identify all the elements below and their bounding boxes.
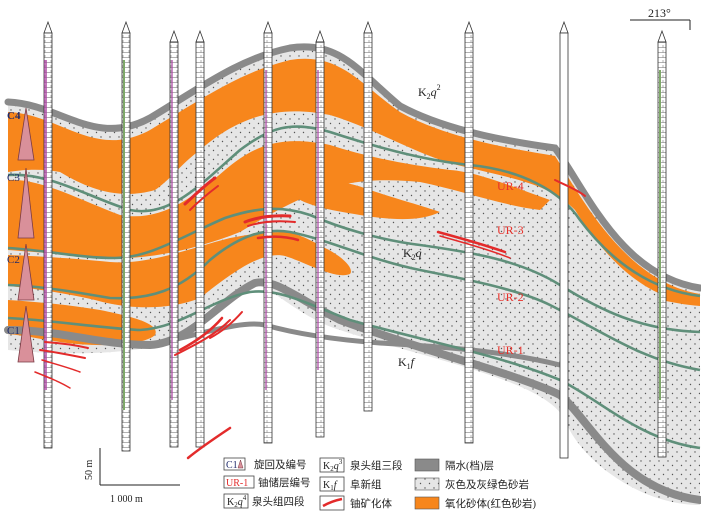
legend-aquitard-swatch: [414, 458, 440, 472]
cycle-labels: C4 C3 C2 C1: [7, 110, 21, 337]
well-log: [657, 29, 667, 458]
legend-oxid-swatch: [414, 496, 440, 510]
well-logs: [43, 20, 667, 459]
legend-q3-sample: K2q3: [323, 458, 343, 473]
scale-bar: 50 m 1 000 m: [84, 448, 180, 505]
well-log: [263, 20, 273, 444]
well-log: [195, 29, 205, 448]
legend-q3-label: 泉头组三段: [350, 459, 403, 472]
well-log: [363, 20, 373, 412]
well-log: [315, 29, 325, 438]
well-log: [169, 29, 179, 448]
legend-mineral-swatch: [322, 497, 343, 508]
legend-aquitard-label: 隔水(档)层: [445, 459, 494, 472]
formation-label-q: K2q: [403, 246, 422, 262]
ore-label-ur4: UR-4: [497, 179, 524, 193]
legend-cycle-label: 旋回及编号: [254, 458, 307, 471]
legend-f-label: 阜新组: [350, 478, 382, 491]
ore-label-ur1: UR-1: [497, 343, 524, 357]
vertical-scale-label: 50 m: [84, 460, 95, 481]
well-log: [464, 20, 474, 444]
legend: C1 旋回及编号 UR-1 铀储层编号 K2q4 泉头组四段 K2q3 泉头组三…: [223, 457, 536, 511]
cycle-label-c2: C2: [7, 254, 20, 266]
cycle-triangles: [17, 107, 35, 363]
legend-grey-sand-label: 灰色及灰绿色砂岩: [445, 478, 529, 491]
legend-ore-sample: UR-1: [226, 478, 248, 489]
legend-q4-sample: K2q4: [227, 494, 247, 509]
oxidized-sand-bodies: [8, 58, 700, 346]
legend-mineral-label: 铀矿化体: [350, 497, 392, 510]
well-log: [121, 20, 131, 452]
legend-cycle-sample: C1: [226, 460, 238, 471]
direction-indicator: 213°: [630, 6, 691, 30]
horizontal-scale-label: 1 000 m: [110, 494, 143, 505]
ore-label-ur3: UR-3: [497, 223, 524, 237]
legend-oxid-label: 氧化砂体(红色砂岩): [445, 497, 536, 510]
legend-f-sample: K1f: [323, 480, 338, 492]
ore-layer-labels: UR-4 UR-3 UR-2 UR-1: [497, 179, 524, 357]
legend-ore-label: 铀储层编号: [258, 476, 311, 489]
cycle-label-c3: C3: [7, 172, 20, 184]
uranium-ore-bodies: [34, 176, 586, 460]
well-log: [43, 20, 53, 449]
well-log: [559, 20, 569, 459]
formation-label-f: K1f: [398, 355, 416, 371]
direction-label: 213°: [648, 6, 671, 20]
legend-grey-sand-swatch: [414, 477, 440, 491]
cycle-label-c1: C1: [7, 325, 20, 337]
formation-labels: K2q2 K2q K1f: [398, 83, 441, 371]
formation-label-q2: K2q2: [418, 83, 441, 101]
cycle-label-c4: C4: [7, 110, 21, 122]
legend-q4-label: 泉头组四段: [252, 495, 305, 508]
ore-label-ur2: UR-2: [497, 290, 524, 304]
